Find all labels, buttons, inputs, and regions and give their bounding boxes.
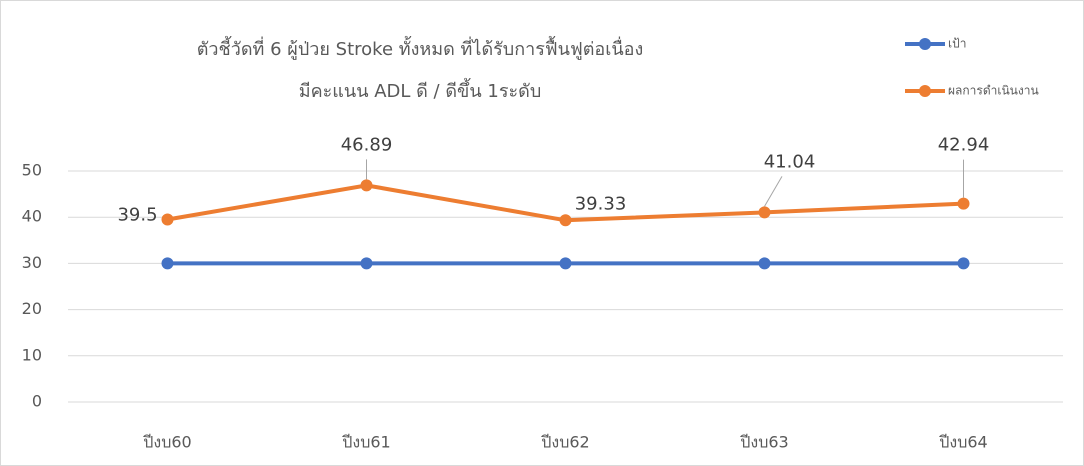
y-tick-label: 30	[22, 253, 42, 272]
y-tick-label: 20	[22, 299, 42, 318]
point	[758, 206, 771, 219]
x-tick-label: ปีงบ63	[740, 433, 789, 452]
point	[161, 257, 174, 270]
x-tick-label: ปีงบ64	[939, 433, 988, 452]
legend-label: ผลการดำเนินงาน	[948, 84, 1039, 98]
point	[360, 257, 373, 270]
point	[957, 197, 970, 210]
point	[957, 257, 970, 270]
leader-line	[764, 176, 783, 207]
data-label: 42.94	[938, 135, 990, 156]
chart-title: มีคะแนน ADL ดี / ดีขึ้น 1ระดับ	[299, 78, 542, 102]
y-tick-label: 40	[22, 207, 42, 226]
point	[360, 179, 373, 192]
x-tick-label: ปีงบ60	[143, 433, 192, 452]
data-label: 41.04	[764, 151, 816, 172]
point	[161, 213, 174, 226]
y-tick-label: 50	[22, 161, 42, 180]
legend-marker	[919, 85, 931, 97]
chart-title: ตัวชี้วัดที่ 6 ผู้ป่วย Stroke ทั้งหมด ที…	[197, 36, 644, 60]
point	[559, 257, 572, 270]
point	[758, 257, 771, 270]
legend-label: เป้า	[948, 37, 966, 51]
y-tick-label: 0	[32, 392, 42, 411]
x-tick-label: ปีงบ62	[541, 433, 590, 452]
legend-marker	[919, 38, 931, 50]
point	[559, 214, 572, 227]
data-label: 39.5	[117, 205, 157, 226]
x-tick-label: ปีงบ61	[342, 433, 391, 452]
data-label: 46.89	[341, 134, 393, 155]
y-tick-label: 10	[22, 345, 42, 364]
data-label: 39.33	[575, 193, 627, 214]
